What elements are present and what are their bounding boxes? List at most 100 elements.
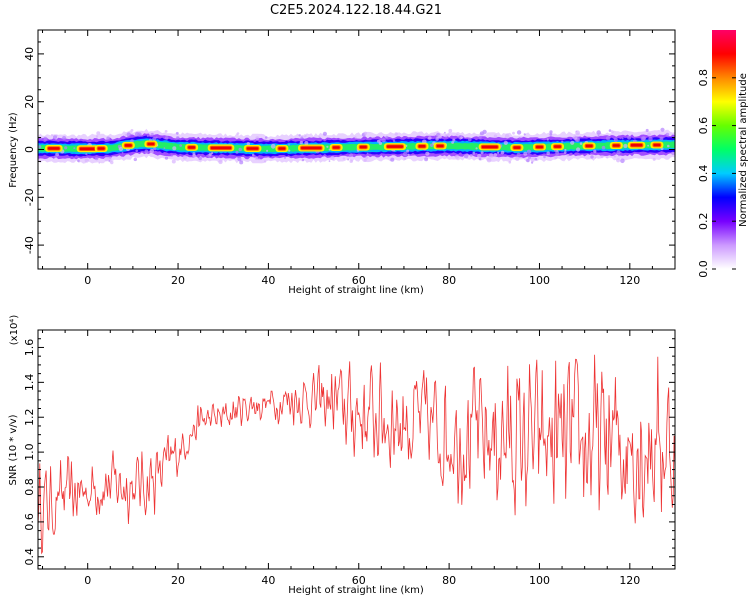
spectrogram-band <box>38 127 675 165</box>
x-tick-label: 0 <box>84 274 91 287</box>
spectrogram-speckle <box>349 153 354 158</box>
x-tick-label: 120 <box>619 274 640 287</box>
spectrogram-speckle <box>238 147 242 152</box>
spectrogram-speckle <box>503 140 508 145</box>
spectrogram-speckle <box>493 153 498 157</box>
spectrogram-speckle <box>435 137 439 141</box>
y-tick-label: -40 <box>23 236 36 254</box>
spectrogram-peak-core <box>210 146 232 150</box>
colorbar-label: Normalized spectral amplitude <box>738 73 749 227</box>
spectrogram-speckle <box>376 139 380 143</box>
spectrogram-speckle <box>610 130 614 134</box>
spectrogram-y-axis-label: Frequency (Hz) <box>8 112 19 188</box>
spectrogram-speckle <box>605 136 611 141</box>
spectrogram-speckle <box>237 157 242 162</box>
spectrogram-speckle <box>392 139 396 142</box>
spectrogram-speckle <box>255 136 260 141</box>
spectrogram-speckle <box>475 147 478 150</box>
spectrogram-speckle <box>365 156 369 160</box>
colorbar: 0.0 0.2 0.4 0.6 0.8 Normalized spectral ampl… <box>697 30 749 278</box>
spectrogram-peak-core <box>436 144 444 148</box>
spectrogram-speckle <box>96 131 101 136</box>
y-tick-label: 0.8 <box>23 478 36 496</box>
spectrogram-speckle <box>493 134 498 138</box>
spectrogram-speckle <box>601 145 606 150</box>
spectrogram-speckle <box>53 135 57 140</box>
spectrogram-speckle <box>523 133 526 136</box>
spectrogram-speckle <box>85 153 88 156</box>
spectrogram-speckle <box>98 161 101 164</box>
spectrogram-speckle <box>555 151 560 155</box>
spectrogram-speckle <box>104 157 109 162</box>
spectrogram-speckle <box>523 151 528 156</box>
spectrogram-speckle <box>623 143 628 149</box>
spectrogram-peak-core <box>418 145 426 148</box>
spectrogram-speckle <box>164 130 168 133</box>
spectrogram-speckle <box>124 133 127 137</box>
spectrogram-speckle <box>497 151 500 154</box>
spectrogram-speckle <box>652 157 656 161</box>
x-tick-label: 100 <box>529 574 550 587</box>
spectrogram-speckle <box>106 136 111 141</box>
x-tick-label: 80 <box>442 574 456 587</box>
spectrogram-speckle <box>593 149 597 153</box>
spectrogram-speckle <box>246 142 250 146</box>
spectrogram-peak-core <box>246 147 259 150</box>
spectrogram-speckle <box>55 152 59 157</box>
colorbar-tick-label: 0.4 <box>697 165 710 183</box>
spectrogram-speckle <box>84 158 90 163</box>
spectrogram-speckle <box>576 147 581 152</box>
spectrogram-speckle <box>149 133 152 136</box>
spectrogram-speckle <box>613 137 618 142</box>
spectrogram-speckle <box>302 158 305 162</box>
spectrogram-speckle <box>164 156 169 160</box>
spectrogram-speckle <box>288 143 291 146</box>
spectrogram-speckle <box>208 152 212 156</box>
spectrogram-speckle <box>479 131 484 136</box>
spectrogram-speckle <box>270 143 276 149</box>
spectrogram-speckle <box>428 136 432 140</box>
spectrogram-peak-core <box>513 146 521 149</box>
spectrogram-speckle <box>381 138 386 143</box>
x-tick-label: 120 <box>619 574 640 587</box>
snr-frame <box>37 329 676 570</box>
x-tick-label: 40 <box>261 574 275 587</box>
colorbar-scale <box>712 30 736 269</box>
spectrogram-speckle <box>406 149 410 153</box>
snr-x-axis-label: Height of straight line (km) <box>288 585 424 596</box>
x-tick-label: 0 <box>84 574 91 587</box>
spectrogram-speckle <box>155 136 158 139</box>
snr-plot-area <box>38 330 675 569</box>
spectrogram-speckle <box>586 153 590 156</box>
spectrogram-speckle <box>616 150 621 155</box>
spectrogram-speckle <box>326 145 329 148</box>
spectrogram-speckle <box>137 132 142 137</box>
spectrogram-panel: 0 20 40 60 80 100 120 40 20 0 -20 -40 Height of str… <box>8 29 676 296</box>
colorbar-tick-label: 0.6 <box>697 117 710 135</box>
spectrogram-speckle <box>110 160 114 165</box>
spectrogram-speckle <box>394 132 398 136</box>
spectrogram-speckle <box>38 145 42 149</box>
spectrogram-speckle <box>515 156 520 161</box>
spectrogram-speckle <box>648 136 653 142</box>
spectrogram-speckle <box>627 135 631 140</box>
spectrogram-speckle <box>258 158 260 161</box>
snr-series-line <box>38 354 675 555</box>
spectrogram-speckle <box>150 132 154 136</box>
spectrogram-peak-core <box>359 145 367 149</box>
spectrogram-speckle <box>53 155 57 158</box>
spectrogram-speckle <box>489 153 494 158</box>
spectrogram-speckle <box>424 157 429 162</box>
spectrogram-speckle <box>251 153 255 157</box>
spectrogram-speckle <box>438 134 442 139</box>
spectrogram-speckle <box>134 157 137 160</box>
spectrogram-speckle <box>425 151 430 156</box>
spectrogram-speckle <box>43 136 48 141</box>
spectrogram-speckle <box>472 151 476 155</box>
spectrogram-speckle <box>62 136 67 140</box>
spectrogram-speckle <box>95 135 99 138</box>
spectrogram-speckle <box>659 136 664 141</box>
spectrogram-speckle <box>554 155 558 159</box>
spectrogram-speckle <box>561 140 564 143</box>
